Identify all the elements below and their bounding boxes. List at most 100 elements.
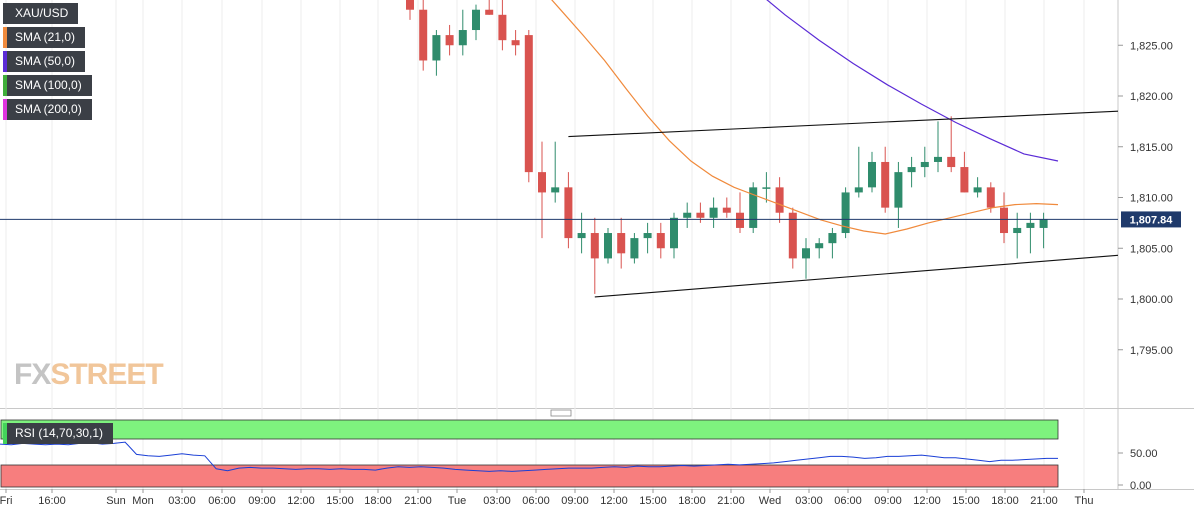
sma-21-line — [551, 0, 1059, 235]
legend-symbol[interactable]: XAU/USD — [3, 3, 79, 24]
candle-body — [432, 35, 441, 61]
time-tick-label: 09:00 — [874, 495, 902, 507]
candle-body — [1000, 207, 1008, 234]
candle-body — [419, 9, 428, 61]
candle-body — [854, 187, 863, 193]
candle-body — [604, 233, 612, 259]
candle-body — [617, 233, 626, 254]
time-tick-label: 03:00 — [168, 495, 196, 507]
rsi-line — [0, 441, 1058, 472]
time-tick-label: 06:00 — [834, 495, 862, 507]
candle-body — [947, 156, 956, 168]
time-tick-label: 15:00 — [639, 495, 667, 507]
candle-body — [683, 212, 692, 218]
time-tick-label: 06:00 — [522, 495, 550, 507]
candle-body — [722, 207, 731, 213]
candle-body — [511, 40, 520, 46]
candle-body — [841, 192, 850, 234]
candle-body — [736, 212, 744, 228]
candle-body — [1013, 227, 1022, 234]
time-tick-label: 18:00 — [678, 495, 706, 507]
candle-body — [643, 233, 652, 239]
candle-body — [973, 187, 982, 193]
logo-street: STREET — [50, 358, 163, 391]
time-tick-label: 12:00 — [913, 495, 941, 507]
candle-body — [709, 207, 718, 218]
current-price-badge — [1121, 211, 1181, 228]
channel-lower-trendline — [594, 254, 1119, 298]
price-axis-bg — [1118, 0, 1194, 408]
candle-body — [828, 233, 837, 244]
legend-sma-50[interactable]: SMA (50,0) — [3, 51, 86, 72]
candle-body — [802, 248, 810, 259]
time-tick-label: 06:00 — [208, 495, 236, 507]
time-tick-label: 15:00 — [326, 495, 354, 507]
candle-body — [458, 30, 467, 46]
candle-body — [590, 233, 599, 259]
candle-body — [538, 172, 546, 193]
candle-body — [696, 212, 705, 218]
candle-body — [907, 167, 916, 173]
time-tick-label: Thu — [1075, 495, 1094, 507]
candle-body — [920, 161, 929, 168]
candle-body — [934, 156, 942, 162]
candle-body — [577, 233, 586, 239]
time-tick-label: Wed — [759, 495, 781, 507]
current-price-label: 1,807.84 — [1130, 214, 1174, 226]
price-tick-label: 1,800.00 — [1130, 294, 1173, 306]
candle-body — [551, 187, 560, 193]
price-tick-label: 1,805.00 — [1130, 243, 1173, 255]
panel-resize-handle — [550, 409, 572, 417]
candle-body — [881, 161, 890, 208]
candle-body — [656, 233, 665, 249]
time-tick-label: 21:00 — [1030, 495, 1058, 507]
sma-50-line — [766, 0, 1059, 162]
time-tick-label: 18:00 — [364, 495, 392, 507]
legend-sma-21[interactable]: SMA (21,0) — [3, 27, 86, 48]
time-tick-label: 09:00 — [248, 495, 276, 507]
time-tick-label: 12:00 — [600, 495, 628, 507]
time-tick-label: 21:00 — [717, 495, 745, 507]
candle-body — [894, 172, 903, 208]
candle-body — [406, 0, 414, 10]
candle-body — [986, 187, 995, 208]
logo-fx: FX — [14, 358, 51, 391]
indicator-legend: XAU/USD SMA (21,0) SMA (50,0) SMA (100,0… — [3, 3, 92, 123]
candle-body — [762, 187, 771, 189]
time-tick-label: 18:00 — [991, 495, 1019, 507]
candle-body — [564, 187, 573, 239]
candle-body — [1026, 222, 1035, 228]
rsi-legend[interactable]: RSI (14,70,30,1) — [3, 423, 114, 444]
price-tick-label: 1,830.00 — [1130, 0, 1173, 2]
time-tick-label: Sun — [106, 495, 126, 507]
price-tick-label: 1,815.00 — [1130, 142, 1173, 154]
time-tick-label: 03:00 — [483, 495, 511, 507]
candle-body — [815, 243, 824, 249]
candle-body — [445, 35, 454, 46]
candle-body — [960, 167, 969, 193]
time-tick-label: 15:00 — [952, 495, 980, 507]
rsi-tick-label: 0.00 — [1130, 480, 1151, 492]
candle-body — [775, 187, 784, 213]
candle-body — [868, 161, 876, 188]
candle-body — [749, 187, 758, 228]
candle-body — [524, 35, 533, 173]
price-tick-label: 1,825.00 — [1130, 40, 1173, 52]
channel-upper-trendline — [568, 110, 1119, 138]
price-tick-label: 1,795.00 — [1130, 345, 1173, 357]
rsi-overbought-zone — [0, 419, 1059, 440]
time-tick-label: 12:00 — [287, 495, 315, 507]
fxstreet-logo: FXSTREET — [14, 358, 164, 392]
candle-body — [498, 14, 507, 41]
candle-body — [1039, 219, 1048, 228]
price-tick-label: 1,820.00 — [1130, 91, 1173, 103]
candle-body — [485, 9, 494, 15]
legend-sma-200[interactable]: SMA (200,0) — [3, 99, 92, 120]
time-tick-label: 16:00 — [38, 495, 66, 507]
time-tick-label: 09:00 — [561, 495, 589, 507]
time-tick-label: 21:00 — [404, 495, 432, 507]
candle-body — [670, 217, 678, 249]
legend-sma-100[interactable]: SMA (100,0) — [3, 75, 92, 96]
price-tick-label: 1,810.00 — [1130, 193, 1173, 205]
